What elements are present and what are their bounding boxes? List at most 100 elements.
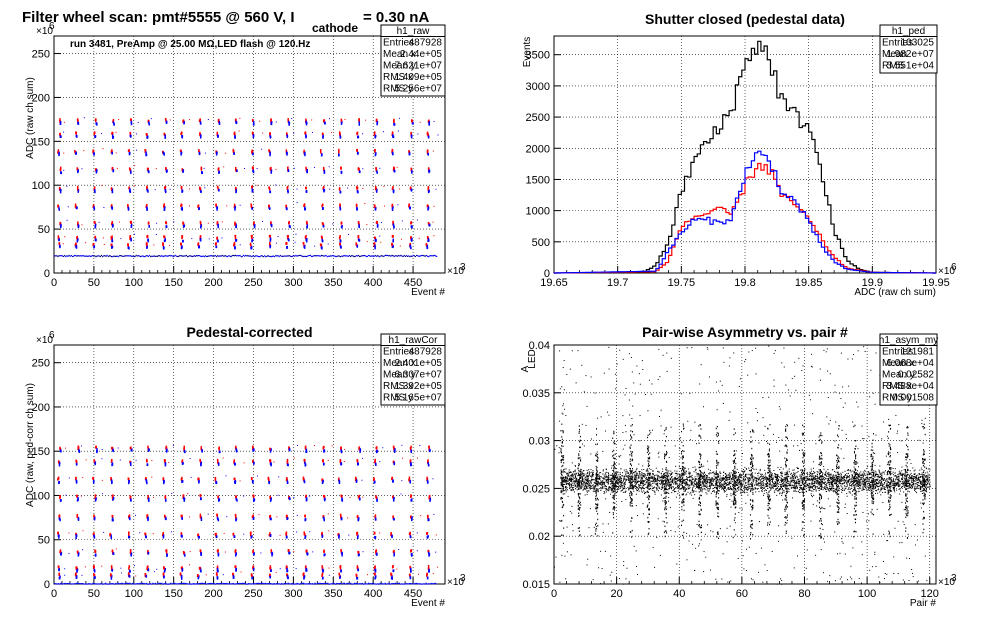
blue-point: [199, 136, 202, 139]
band-point: [646, 472, 648, 474]
blue-point: [374, 134, 377, 138]
red-point: [426, 476, 428, 480]
band-point: [840, 478, 842, 480]
red-point: [164, 515, 166, 518]
red-point: [234, 514, 237, 518]
band-point: [759, 476, 761, 478]
blue-point: [374, 535, 376, 539]
red-point: [355, 476, 357, 480]
band-point: [913, 484, 915, 486]
stray-point: [309, 531, 311, 533]
stats-row-label: RMS x: [383, 381, 413, 392]
stray-point: [243, 462, 245, 464]
red-point: [93, 459, 95, 462]
blue-point: [182, 239, 184, 243]
baseline-point: [172, 256, 174, 258]
blue-point: [410, 567, 412, 571]
baseline-point: [228, 254, 230, 257]
red-point: [408, 150, 410, 153]
red-point: [130, 221, 132, 225]
band-point: [679, 473, 681, 475]
baseline-point: [306, 255, 308, 258]
red-point: [111, 166, 114, 170]
band-point: [834, 478, 836, 480]
baseline-point: [175, 255, 177, 257]
blue-point: [58, 517, 61, 521]
baseline-point: [159, 582, 162, 585]
blue-point: [359, 170, 361, 174]
band-point: [633, 480, 635, 482]
stray-point: [187, 493, 189, 495]
blue-point: [251, 190, 254, 193]
band-point: [669, 486, 671, 488]
band-point: [752, 476, 754, 478]
band-point: [616, 482, 618, 484]
blue-point: [287, 463, 289, 467]
stray-point: [435, 534, 437, 536]
red-point: [59, 448, 62, 451]
red-point: [214, 478, 217, 482]
blue-point: [409, 244, 412, 248]
blue-point: [392, 239, 394, 243]
band-point: [605, 489, 607, 491]
stray-point: [101, 185, 103, 187]
band-point: [902, 485, 904, 487]
band-point: [590, 481, 592, 483]
stray-point: [98, 221, 100, 223]
red-point: [74, 150, 76, 153]
red-point: [111, 222, 113, 226]
stray-point: [416, 532, 418, 534]
band-point: [880, 494, 882, 496]
red-point: [164, 118, 167, 121]
band-point: [666, 477, 668, 479]
baseline-point: [103, 255, 105, 257]
baseline-point: [202, 255, 204, 257]
red-point: [147, 445, 149, 449]
blue-point: [304, 536, 306, 540]
baseline-point: [412, 254, 414, 257]
blue-point: [306, 168, 309, 172]
band-point: [579, 477, 581, 479]
baseline-point: [142, 255, 144, 257]
baseline-point: [359, 583, 361, 585]
red-point: [199, 494, 202, 497]
blue-point: [286, 569, 289, 573]
red-point: [199, 513, 202, 517]
blue-point: [253, 553, 255, 556]
x-tick-label: 300: [284, 588, 302, 600]
baseline-point: [75, 255, 77, 257]
blue-point: [110, 536, 113, 539]
blue-point: [96, 450, 98, 454]
band-point: [563, 478, 565, 480]
band-point: [594, 490, 596, 492]
blue-point: [411, 553, 413, 556]
band-point: [562, 481, 564, 483]
band-point: [699, 466, 701, 468]
baseline-point: [242, 254, 244, 256]
blue-point: [165, 517, 167, 521]
baseline-point: [64, 254, 66, 257]
baseline-point: [70, 255, 72, 257]
band-point: [623, 469, 625, 471]
baseline-point: [422, 254, 424, 257]
x-axis-exponent: ×10: [447, 577, 464, 588]
band-point: [727, 484, 729, 486]
blue-point: [75, 479, 78, 483]
baseline-point: [392, 255, 394, 257]
band-point: [928, 477, 930, 479]
blue-point: [198, 481, 200, 484]
band-point: [831, 479, 833, 481]
blue-point: [340, 569, 342, 573]
band-point: [882, 486, 884, 488]
baseline-point: [58, 255, 60, 257]
y-tick-label: 0: [44, 579, 50, 591]
band-point: [623, 477, 625, 479]
y-tick-label: 150: [32, 446, 50, 458]
red-point: [303, 151, 305, 154]
red-point: [181, 459, 184, 462]
band-point: [565, 483, 567, 485]
band-point: [568, 484, 570, 486]
red-point: [390, 532, 392, 535]
baseline-point: [116, 583, 118, 585]
red-point: [162, 572, 165, 575]
